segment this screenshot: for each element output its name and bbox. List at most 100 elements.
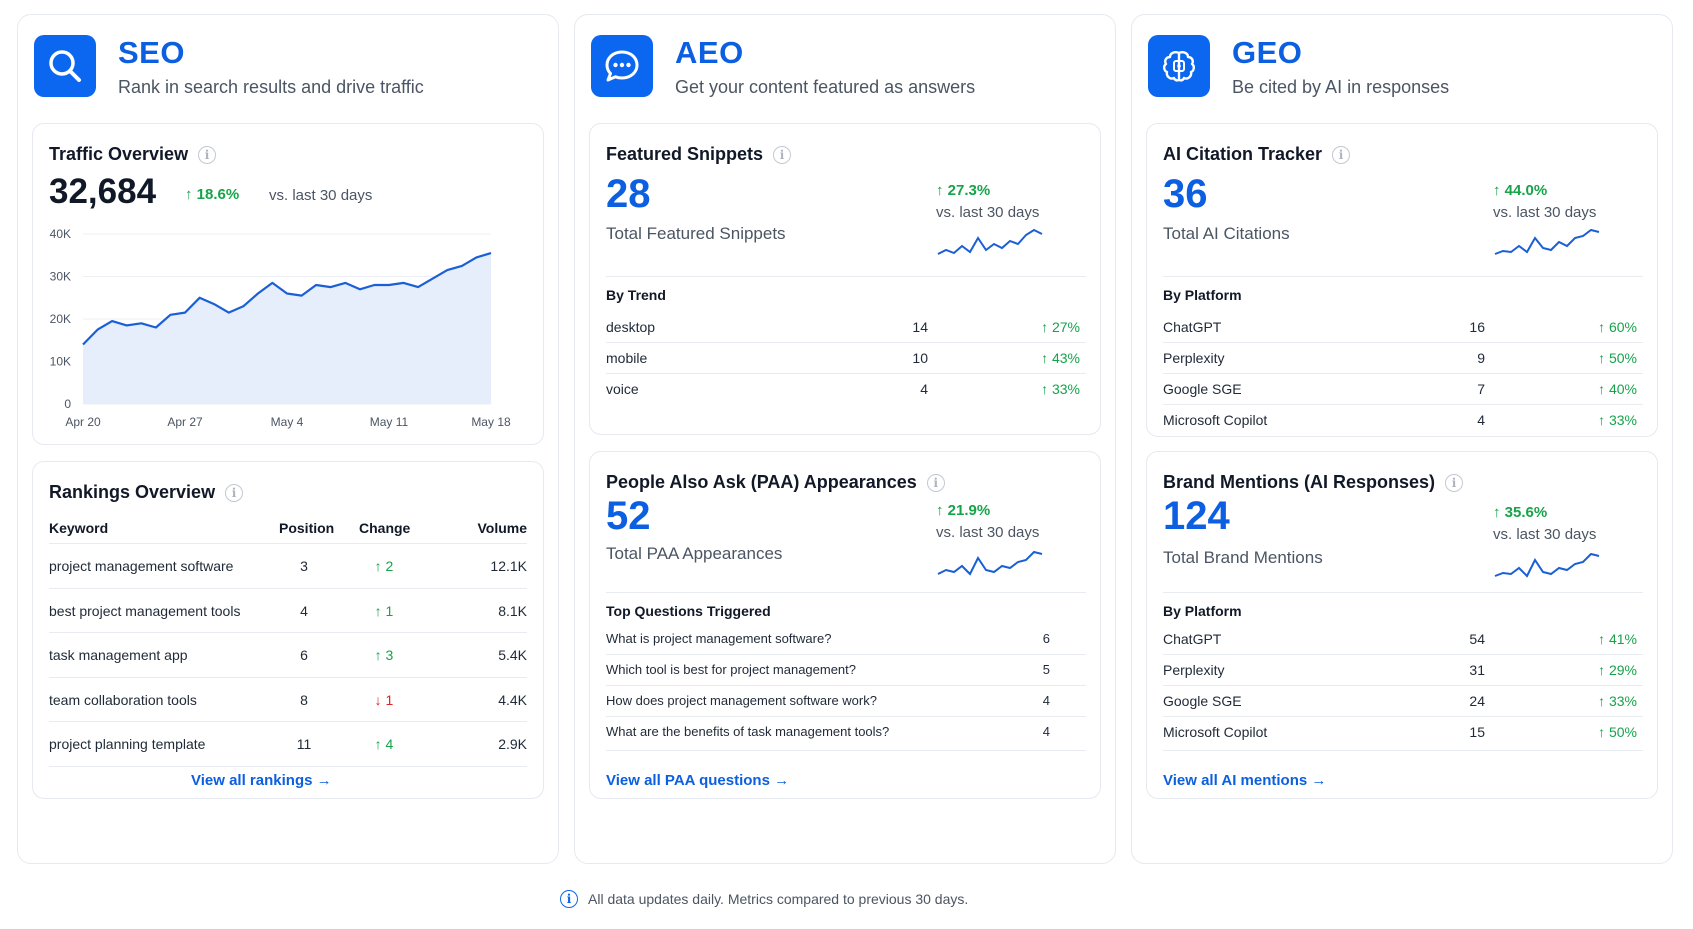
traffic-value: 32,684	[49, 172, 157, 211]
list-item: mobile 10 ↑ 43%	[606, 343, 1086, 374]
change-cell: ↓ 1	[374, 691, 394, 708]
featured-snippets-title: Featured Snippets	[606, 144, 764, 164]
ai-citation-value: 36	[1163, 172, 1208, 216]
brand-mentions-card: Brand Mentions (AI Responses) i 124 Tota…	[1146, 451, 1658, 799]
list-item: desktop 14 ↑ 27%	[606, 312, 1086, 343]
table-row[interactable]: project management software 3 ↑ 2 12.1K	[49, 544, 527, 589]
volume-cell: 4.4K	[498, 691, 527, 708]
info-icon: i	[560, 890, 578, 908]
info-icon[interactable]: i	[1332, 145, 1351, 164]
view-all-ai-mentions-link[interactable]: View all AI mentions →	[1163, 772, 1327, 789]
keyword-cell: project management software	[49, 558, 234, 574]
y-tick-label: 20K	[50, 312, 71, 326]
keyword-cell: task management app	[49, 647, 188, 663]
y-tick-label: 0	[64, 397, 71, 411]
traffic-change: ↑ 18.6%	[185, 186, 240, 203]
info-icon[interactable]: i	[926, 473, 945, 492]
position-cell: 4	[300, 602, 308, 619]
brand-mentions-label: Total Brand Mentions	[1163, 548, 1323, 567]
by-platform-label: By Platform	[1163, 603, 1242, 619]
info-icon[interactable]: i	[225, 483, 244, 502]
ai-citation-title: AI Citation Tracker	[1163, 144, 1323, 164]
divider	[1163, 592, 1643, 593]
ai-citation-sparkline	[1494, 228, 1600, 255]
position-cell: 3	[300, 558, 308, 574]
brand-mentions-value: 124	[1163, 494, 1230, 538]
volume-cell: 8.1K	[498, 602, 527, 619]
chat-bubble-icon	[591, 35, 653, 97]
info-icon[interactable]: i	[198, 145, 217, 164]
paa-value: 52	[606, 494, 651, 538]
info-icon[interactable]: i	[1445, 473, 1464, 492]
aeo-title: AEO	[675, 35, 744, 70]
keyword-cell: best project management tools	[49, 602, 241, 619]
table-row[interactable]: project planning template 11 ↑ 4 2.9K	[49, 722, 527, 767]
list-item: ChatGPT 54 ↑ 41%	[1163, 624, 1643, 655]
traffic-area	[83, 253, 491, 404]
brand-mentions-change: ↑ 35.6%	[1493, 504, 1548, 521]
paa-label: Total PAA Appearances	[606, 544, 783, 563]
seo-header: SEO Rank in search results and drive tra…	[34, 35, 542, 99]
volume-cell: 12.1K	[490, 558, 527, 574]
divider	[606, 592, 1086, 593]
traffic-chart: 0 10K 20K 30K 40K Apr 20 Apr 27 May 4 May 11 May …	[50, 227, 511, 429]
position-cell: 8	[300, 691, 308, 708]
list-item: voice 4 ↑ 33%	[606, 381, 1080, 397]
list-item: ChatGPT 16 ↑ 60%	[1163, 312, 1643, 343]
col-position[interactable]: Position	[279, 520, 335, 536]
list-item: Microsoft Copilot 4 ↑ 33%	[1163, 412, 1637, 428]
info-icon[interactable]: i	[773, 145, 792, 164]
traffic-overview-title: Traffic Overview	[49, 144, 189, 164]
list-item: Perplexity 9 ↑ 50%	[1163, 343, 1643, 374]
seo-title: SEO	[118, 35, 185, 70]
brand-mentions-title: Brand Mentions (AI Responses)	[1163, 472, 1436, 492]
questions-list: What is project management software? 6 Wh…	[606, 624, 1086, 748]
list-item[interactable]: What are the benefits of task management…	[606, 724, 1050, 739]
list-item[interactable]: How does project management software wor…	[606, 686, 1086, 717]
geo-subtitle: Be cited by AI in responses	[1232, 77, 1450, 97]
list-item[interactable]: Which tool is best for project managemen…	[606, 655, 1086, 686]
ai-citation-change: ↑ 44.0%	[1493, 182, 1548, 199]
aeo-header: AEO Get your content featured as answers	[591, 35, 1099, 99]
top-questions-label: Top Questions Triggered	[606, 603, 771, 619]
divider	[606, 750, 1086, 751]
ai-citation-vs: vs. last 30 days	[1493, 204, 1597, 221]
x-tick-label: Apr 20	[65, 415, 101, 429]
divider	[1163, 276, 1643, 277]
search-icon	[34, 35, 96, 97]
position-cell: 6	[300, 647, 308, 663]
paa-sparkline	[937, 550, 1043, 576]
x-tick-label: Apr 27	[167, 415, 203, 429]
mentions-platform-list: ChatGPT 54 ↑ 41% Perplexity 31 ↑ 29% Google …	[1163, 624, 1643, 748]
rankings-overview-card: Rankings Overview i Keyword Position Cha…	[32, 461, 544, 799]
change-cell: ↑ 4	[374, 736, 394, 752]
col-change[interactable]: Change	[359, 520, 411, 536]
featured-snippets-label: Total Featured Snippets	[606, 224, 786, 243]
geo-column: GEO Be cited by AI in responses AI Citat…	[1131, 14, 1673, 864]
trend-list: desktop 14 ↑ 27% mobile 10 ↑ 43% voice 4 ↑ 33%	[606, 312, 1086, 405]
ai-brain-icon	[1148, 35, 1210, 97]
featured-snippets-card: Featured Snippets i 28 Total Featured Sn…	[589, 123, 1101, 435]
divider	[1163, 750, 1643, 751]
featured-snippets-value: 28	[606, 172, 651, 216]
brand-mentions-sparkline	[1494, 552, 1600, 578]
rankings-table-body: project management software 3 ↑ 2 12.1K best…	[49, 544, 527, 767]
x-tick-label: May 4	[271, 415, 304, 429]
aeo-subtitle: Get your content featured as answers	[675, 77, 976, 97]
col-volume[interactable]: Volume	[477, 520, 527, 536]
paa-appearances-card: People Also Ask (PAA) Appearances i 52 T…	[589, 451, 1101, 799]
table-row[interactable]: team collaboration tools 8 ↓ 1 4.4K	[49, 678, 527, 722]
list-item[interactable]: What is project management software? 6	[606, 624, 1086, 655]
table-row[interactable]: best project management tools 4 ↑ 1 8.1K	[49, 589, 527, 633]
x-tick-label: May 11	[370, 415, 409, 429]
table-row[interactable]: task management app 6 ↑ 3 5.4K	[49, 633, 527, 678]
keyword-cell: team collaboration tools	[49, 691, 197, 708]
volume-cell: 5.4K	[498, 647, 527, 663]
paa-title: People Also Ask (PAA) Appearances	[606, 472, 917, 492]
footer-note: i All data updates daily. Metrics compar…	[560, 890, 968, 908]
view-all-paa-link[interactable]: View all PAA questions →	[606, 772, 790, 789]
by-platform-label: By Platform	[1163, 287, 1242, 303]
col-keyword[interactable]: Keyword	[49, 520, 109, 536]
view-all-rankings-link[interactable]: View all rankings →	[191, 772, 332, 789]
x-tick-label: May 18	[471, 415, 511, 429]
